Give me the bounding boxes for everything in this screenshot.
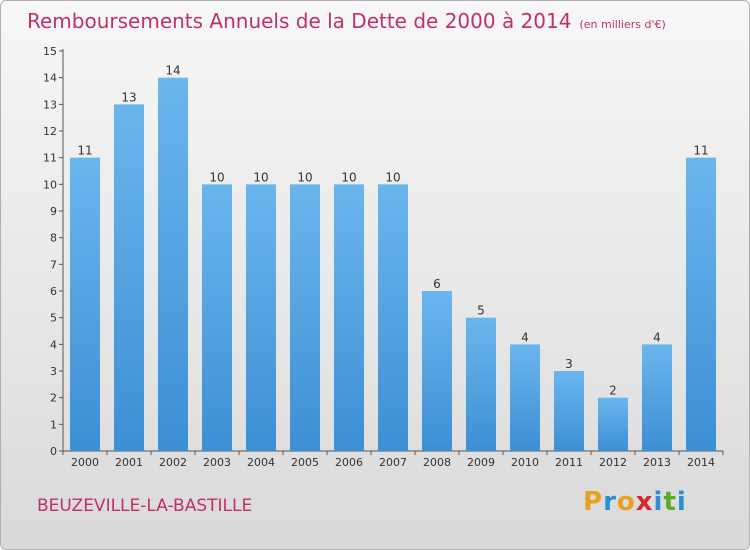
chart-value-labels: 11 13 14 10 10 10 10 10 6 5 4 3 2 4 11 xyxy=(77,64,708,398)
chart-bars xyxy=(70,77,716,452)
bar xyxy=(422,291,452,451)
chart-title-text: Remboursements Annuels de la Dette de 20… xyxy=(27,9,572,33)
y-tick-label: 9 xyxy=(50,205,57,218)
logo-letter: i xyxy=(653,487,664,517)
y-tick-label: 5 xyxy=(50,312,57,325)
x-tick-label: 2011 xyxy=(555,456,583,469)
y-tick-label: 10 xyxy=(43,178,57,191)
x-tick-label: 2001 xyxy=(115,456,143,469)
x-tick-label: 2013 xyxy=(643,456,671,469)
bar xyxy=(554,371,584,451)
bar-value-label: 3 xyxy=(565,357,573,371)
bar xyxy=(114,104,144,451)
y-tick-label: 8 xyxy=(50,232,57,245)
y-tick-label: 3 xyxy=(50,365,57,378)
x-tick-label: 2003 xyxy=(203,456,231,469)
bar-value-label: 10 xyxy=(385,170,400,184)
x-tick-label: 2000 xyxy=(71,456,99,469)
bar xyxy=(70,157,100,451)
chart-subtitle: (en milliers d'€) xyxy=(579,18,666,31)
y-tick-label: 15 xyxy=(43,45,57,58)
bar-value-label: 4 xyxy=(653,330,661,344)
bar-value-label: 5 xyxy=(477,304,485,318)
x-tick-label: 2006 xyxy=(335,456,363,469)
x-tick-label: 2007 xyxy=(379,456,407,469)
logo-letter: x xyxy=(635,487,654,517)
bar xyxy=(378,184,408,452)
y-tick-label: 13 xyxy=(43,98,57,111)
logo-letter: i xyxy=(676,487,687,517)
y-tick-label: 1 xyxy=(50,418,57,431)
bar-value-label: 10 xyxy=(209,170,224,184)
x-tick-label: 2002 xyxy=(159,456,187,469)
bar xyxy=(510,344,540,451)
y-tick-label: 0 xyxy=(50,445,57,458)
y-tick-label: 14 xyxy=(43,72,57,85)
y-tick-label: 12 xyxy=(43,125,57,138)
place-name: BEUZEVILLE-LA-BASTILLE xyxy=(37,496,253,516)
proxiti-logo: Proxiti xyxy=(583,487,687,517)
bar xyxy=(202,184,232,452)
x-tick-label: 2008 xyxy=(423,456,451,469)
y-tick-label: 11 xyxy=(43,152,57,165)
logo-letter: t xyxy=(663,487,677,517)
bar-value-label: 11 xyxy=(77,144,92,158)
bar xyxy=(290,184,320,452)
bar xyxy=(642,344,672,451)
bar xyxy=(686,157,716,451)
y-tick-label: 6 xyxy=(50,285,57,298)
logo-letter: r xyxy=(603,487,617,517)
bar xyxy=(598,397,628,451)
bar xyxy=(334,184,364,452)
bar-value-label: 10 xyxy=(297,170,312,184)
x-tick-label: 2010 xyxy=(511,456,539,469)
bar-value-label: 4 xyxy=(521,330,529,344)
bar-value-label: 2 xyxy=(609,384,617,398)
bar-value-label: 14 xyxy=(165,64,180,78)
bar-value-label: 6 xyxy=(433,277,441,291)
x-tick-label: 2012 xyxy=(599,456,627,469)
bar-value-label: 11 xyxy=(693,144,708,158)
x-tick-label: 2014 xyxy=(687,456,715,469)
bar-value-label: 13 xyxy=(121,90,136,104)
chart-title: Remboursements Annuels de la Dette de 20… xyxy=(27,9,666,33)
bar xyxy=(158,77,188,452)
logo-letter: o xyxy=(616,487,636,517)
y-tick-label: 4 xyxy=(50,338,57,351)
y-tick-label: 2 xyxy=(50,392,57,405)
bar-value-label: 10 xyxy=(253,170,268,184)
bar-value-label: 10 xyxy=(341,170,356,184)
y-tick-label: 7 xyxy=(50,258,57,271)
bar xyxy=(466,317,496,451)
x-tick-label: 2009 xyxy=(467,456,495,469)
bar xyxy=(246,184,276,452)
logo-letter: P xyxy=(583,487,604,517)
x-tick-label: 2004 xyxy=(247,456,275,469)
x-tick-label: 2005 xyxy=(291,456,319,469)
